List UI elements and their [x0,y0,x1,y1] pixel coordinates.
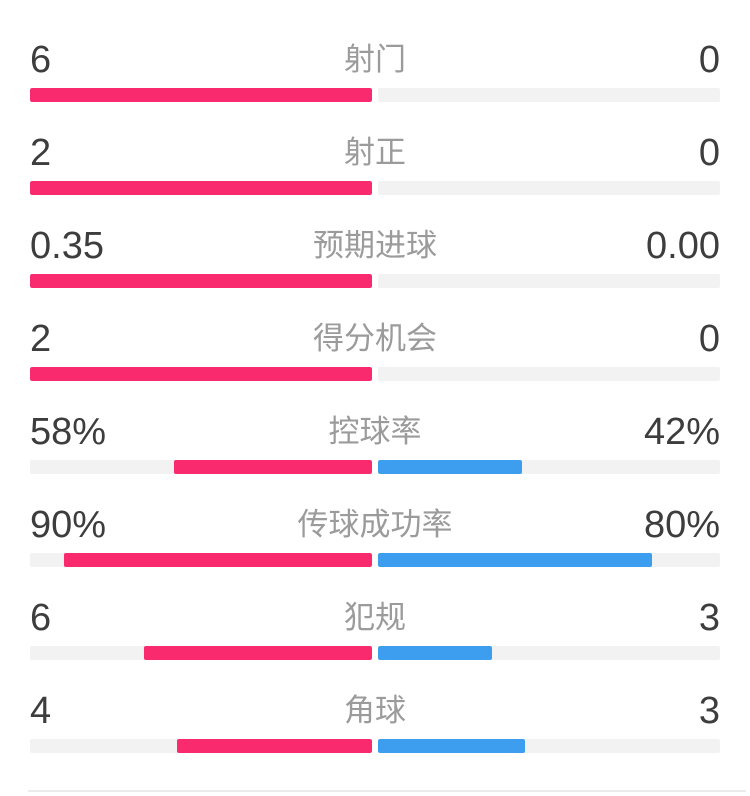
home-bar-fill [64,553,372,567]
home-value: 0.35 [30,225,104,267]
away-value: 3 [698,597,720,639]
home-bar-track [30,646,372,660]
stat-label: 预期进球 [313,228,437,263]
home-bar-track [30,88,372,102]
away-bar-track [378,88,720,102]
away-value: 0.00 [646,225,720,267]
comparison-bar [30,460,720,474]
comparison-bar [30,181,720,195]
stat-header: 0.35 预期进球 0.00 [30,226,720,266]
bottom-divider [28,790,746,792]
home-bar-track [30,181,372,195]
away-bar-fill [378,460,522,474]
home-value: 58% [30,411,107,453]
home-bar-fill [143,646,372,660]
away-value: 0 [698,39,720,81]
stat-header: 6 射门 0 [30,40,720,80]
away-value: 42% [643,411,720,453]
away-value: 3 [698,690,720,732]
stat-header: 4 角球 3 [30,691,720,731]
home-bar-fill [30,367,372,381]
away-bar-fill [378,739,525,753]
stat-header: 58% 控球率 42% [30,412,720,452]
comparison-bar [30,646,720,660]
comparison-bar [30,88,720,102]
home-value: 2 [30,132,52,174]
away-bar-fill [378,553,652,567]
home-value: 6 [30,597,52,639]
home-bar-track [30,553,372,567]
stat-header: 2 得分机会 0 [30,319,720,359]
away-bar-fill [378,646,492,660]
home-bar-fill [30,181,372,195]
stat-label: 得分机会 [313,321,437,356]
away-bar-track [378,739,720,753]
stat-row: 2 射正 0 [30,133,720,226]
home-bar-fill [173,460,372,474]
stat-row: 58% 控球率 42% [30,412,720,505]
stat-row: 6 犯规 3 [30,598,720,691]
home-bar-track [30,460,372,474]
stat-row: 4 角球 3 [30,691,720,784]
away-value: 0 [698,132,720,174]
home-value: 4 [30,690,52,732]
home-bar-track [30,367,372,381]
stat-header: 6 犯规 3 [30,598,720,638]
stat-label: 犯规 [344,600,406,635]
away-value: 0 [698,318,720,360]
stat-header: 2 射正 0 [30,133,720,173]
stat-row: 2 得分机会 0 [30,319,720,412]
stat-header: 90% 传球成功率 80% [30,505,720,545]
home-bar-fill [30,274,372,288]
stat-row: 90% 传球成功率 80% [30,505,720,598]
home-value: 90% [30,504,107,546]
home-bar-fill [30,88,372,102]
stat-label: 控球率 [328,414,422,449]
comparison-bar [30,367,720,381]
away-bar-track [378,367,720,381]
comparison-bar [30,553,720,567]
away-bar-track [378,553,720,567]
home-value: 2 [30,318,52,360]
comparison-bar [30,739,720,753]
away-bar-track [378,181,720,195]
away-bar-track [378,646,720,660]
home-bar-track [30,739,372,753]
stat-label: 角球 [344,693,406,728]
stat-row: 6 射门 0 [30,40,720,133]
away-bar-track [378,460,720,474]
comparison-bar [30,274,720,288]
home-value: 6 [30,39,52,81]
home-bar-fill [176,739,372,753]
stat-label: 射正 [344,135,406,170]
stat-label: 传球成功率 [297,507,453,542]
away-value: 80% [643,504,720,546]
stat-row: 0.35 预期进球 0.00 [30,226,720,319]
home-bar-track [30,274,372,288]
stat-label: 射门 [344,42,406,77]
away-bar-track [378,274,720,288]
